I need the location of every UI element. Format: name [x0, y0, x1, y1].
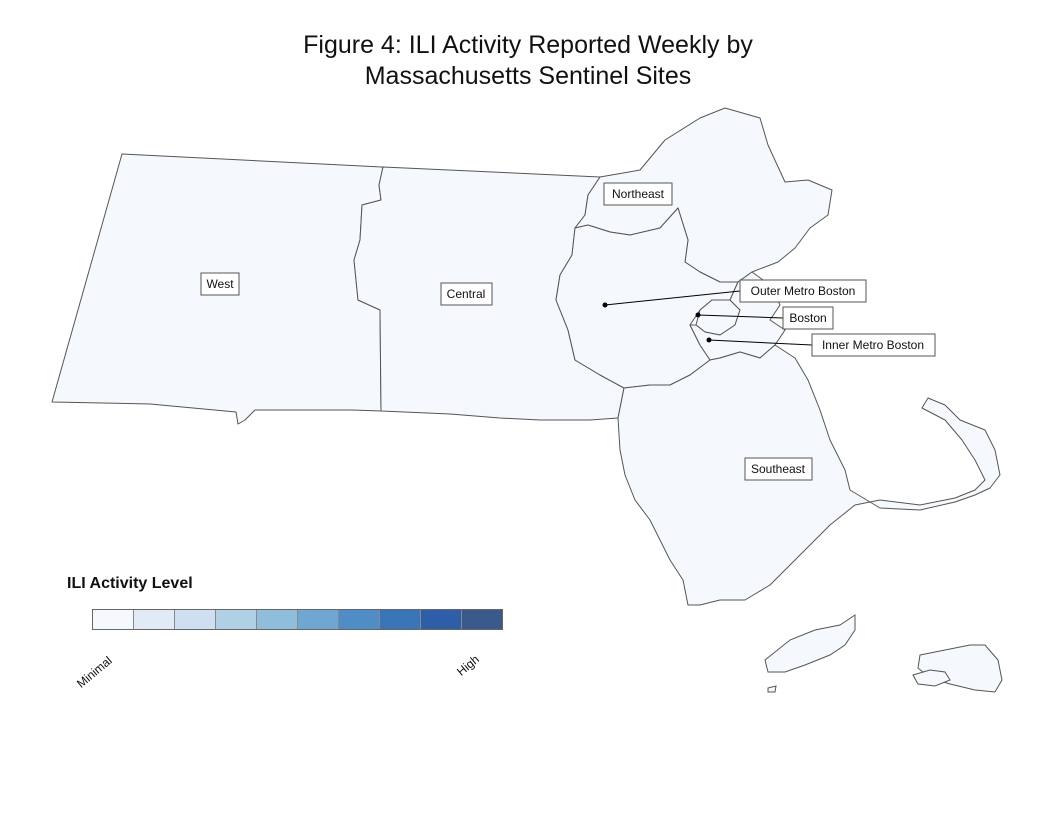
- label-boston: Boston: [782, 306, 834, 330]
- svg-text:Southeast: Southeast: [751, 462, 806, 476]
- label-northeast: Northeast: [603, 182, 673, 206]
- map-title: Figure 4: ILI Activity Reported Weekly b…: [0, 30, 1056, 92]
- title-line-1: Figure 4: ILI Activity Reported Weekly b…: [303, 31, 753, 59]
- label-inner-metro-boston: Inner Metro Boston: [811, 333, 936, 357]
- island-marthas-vineyard: [764, 614, 856, 673]
- legend-swatch: [134, 610, 175, 629]
- legend-swatch: [93, 610, 134, 629]
- svg-text:Outer Metro Boston: Outer Metro Boston: [751, 284, 856, 298]
- island-small: [767, 685, 777, 693]
- legend-color-bar: [92, 609, 503, 630]
- leader-outer-metro-boston: [604, 290, 741, 306]
- legend-swatch: [339, 610, 380, 629]
- legend-swatch: [298, 610, 339, 629]
- svg-text:Boston: Boston: [789, 311, 826, 325]
- legend-swatch: [462, 610, 502, 629]
- legend-swatch: [380, 610, 421, 629]
- label-west: West: [200, 272, 240, 296]
- legend-swatch: [216, 610, 257, 629]
- svg-text:West: West: [206, 277, 234, 291]
- island-nantucket: [912, 669, 951, 687]
- title-line-2: Massachusetts Sentinel Sites: [364, 62, 692, 90]
- label-southeast: Southeast: [744, 457, 813, 481]
- svg-text:Inner Metro Boston: Inner Metro Boston: [822, 338, 924, 352]
- marker-boston: [695, 312, 701, 318]
- legend-swatch: [257, 610, 298, 629]
- legend-swatch: [175, 610, 216, 629]
- label-central: Central: [440, 282, 493, 306]
- legend-title: ILI Activity Level: [67, 575, 193, 592]
- svg-text:Central: Central: [447, 287, 486, 301]
- leader-inner-metro-boston: [708, 339, 813, 346]
- leader-boston: [697, 314, 784, 319]
- label-outer-metro-boston: Outer Metro Boston: [739, 279, 867, 303]
- marker-inner-metro-boston: [706, 337, 712, 343]
- legend-swatch: [421, 610, 462, 629]
- marker-outer-metro-boston: [602, 302, 608, 308]
- svg-text:Northeast: Northeast: [612, 187, 665, 201]
- region-outer-metro-boston[interactable]: [555, 207, 739, 389]
